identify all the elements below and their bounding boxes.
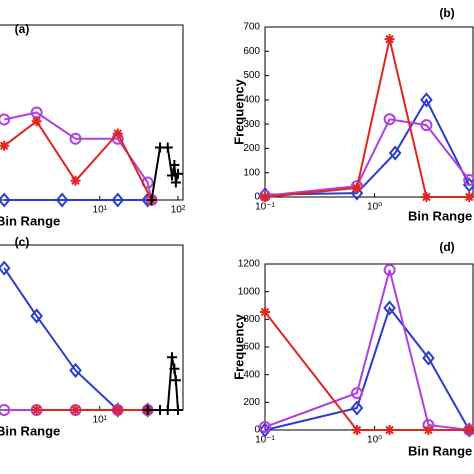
marker	[259, 420, 271, 433]
marker	[383, 263, 396, 276]
y-tick-label: 0	[254, 425, 260, 436]
marker	[69, 362, 82, 378]
marker	[169, 363, 180, 374]
marker	[70, 175, 81, 186]
y-tick-label: 800	[243, 314, 260, 325]
marker	[146, 195, 157, 205]
y-tick-label: 600	[243, 46, 260, 57]
marker	[0, 113, 11, 126]
marker	[464, 425, 474, 435]
marker	[0, 192, 11, 208]
x-tick-label: 10²	[171, 205, 186, 216]
marker	[172, 168, 183, 179]
axes-box	[264, 26, 474, 198]
panel-title: (a)	[15, 22, 30, 36]
y-tick-label: 300	[243, 119, 260, 130]
marker	[69, 132, 82, 145]
y-tick-label: 200	[243, 397, 260, 408]
marker	[70, 405, 81, 415]
y-tick-label: 0	[254, 192, 260, 203]
series-line	[264, 38, 470, 198]
marker	[383, 113, 396, 126]
y-tick-label: 400	[243, 369, 260, 380]
marker	[0, 260, 11, 276]
x-tick-label: 10¹	[93, 415, 108, 426]
panel: 10⁻¹ 10⁰ 0 100 200 300 400 500 600 700 (b) Bin Rang…	[231, 6, 474, 223]
y-tick-label: 600	[243, 342, 260, 353]
panel: 10⁻¹ 10⁰ 0 200 400 600 800 1000 1200 (d) Bin Range…	[231, 240, 474, 458]
marker	[464, 192, 474, 202]
marker	[111, 192, 125, 208]
series-line	[264, 311, 470, 431]
x-tick-label: 10⁰	[367, 202, 382, 213]
marker	[384, 34, 395, 45]
panel-title: (b)	[439, 6, 454, 20]
marker	[423, 425, 434, 435]
marker	[420, 92, 433, 108]
marker	[388, 145, 402, 161]
marker	[162, 405, 173, 415]
y-tick-label: 500	[243, 70, 260, 81]
x-tick-label: 10⁻¹	[255, 435, 275, 446]
marker	[350, 387, 363, 400]
y-tick-label: 1000	[238, 286, 261, 297]
panel: 10¹ (c) Bin Range	[0, 235, 184, 438]
marker	[170, 177, 181, 188]
marker	[31, 116, 42, 127]
y-tick-label: 400	[243, 94, 260, 105]
series-line	[3, 267, 148, 411]
marker	[167, 170, 178, 181]
series-line	[264, 97, 471, 196]
y-tick-label: 1200	[238, 259, 261, 270]
series-line	[264, 305, 471, 431]
marker	[30, 308, 43, 324]
marker	[351, 183, 362, 194]
y-tick-label: 700	[243, 22, 260, 33]
marker	[169, 160, 180, 170]
marker	[170, 375, 181, 386]
marker	[31, 405, 42, 415]
y-tick-label: 200	[243, 143, 260, 154]
marker	[260, 307, 270, 318]
marker	[463, 174, 474, 186]
marker	[0, 404, 11, 416]
x-axis-label: Bin Range	[0, 213, 60, 228]
marker	[142, 405, 153, 415]
x-axis-label: Bin Range	[0, 423, 60, 438]
marker	[172, 405, 183, 415]
panel: 10¹ 10² (a) Bin Range	[0, 22, 186, 228]
series-line	[264, 118, 470, 197]
y-axis-label: Frequency	[231, 78, 246, 145]
marker	[421, 192, 432, 202]
x-axis-label: Bin Range	[408, 443, 472, 458]
marker	[167, 352, 178, 363]
panel-title: (d)	[439, 240, 454, 254]
x-axis-label: Bin Range	[408, 208, 472, 223]
marker	[162, 142, 173, 153]
x-tick-label: 10⁻¹	[255, 202, 275, 213]
marker	[55, 192, 69, 208]
marker	[0, 140, 10, 151]
marker	[260, 192, 270, 202]
panel-title: (c)	[15, 235, 30, 249]
marker	[112, 128, 123, 139]
x-tick-label: 10¹	[93, 205, 108, 216]
y-tick-label: 100	[243, 167, 260, 178]
marker	[258, 422, 272, 438]
marker	[422, 350, 435, 366]
marker	[383, 300, 396, 316]
x-tick-label: 10⁰	[367, 435, 382, 446]
marker	[420, 119, 433, 132]
series-line	[264, 269, 470, 431]
series-line	[3, 119, 153, 201]
marker	[350, 400, 364, 416]
marker	[384, 425, 395, 435]
marker	[351, 425, 362, 435]
y-axis-label: Frequency	[231, 313, 246, 380]
marker	[112, 405, 123, 415]
